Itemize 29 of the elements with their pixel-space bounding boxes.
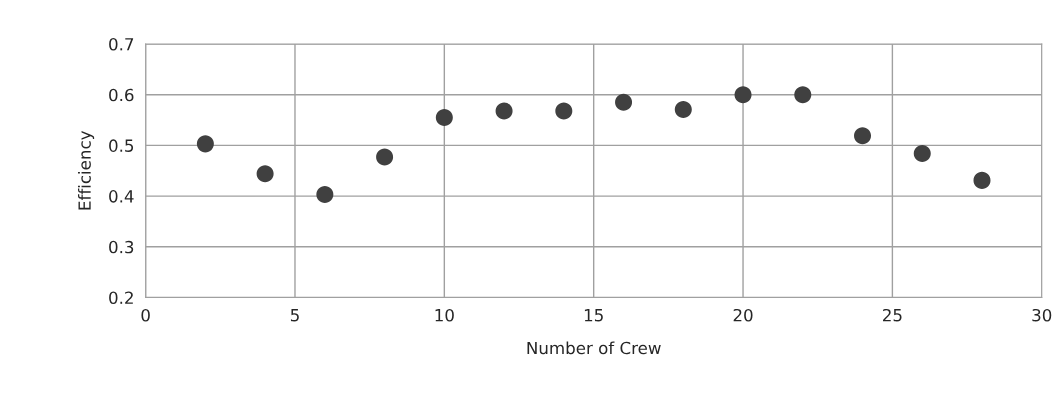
- point: [256, 165, 274, 183]
- point: [854, 127, 872, 145]
- point: [435, 109, 453, 127]
- point: [794, 86, 812, 104]
- point: [734, 86, 752, 104]
- y-axis-title: Efficiency: [78, 130, 95, 210]
- y-tick-label: 0.3: [109, 240, 134, 254]
- point: [495, 102, 513, 120]
- x-axis-title: Number of Crew: [527, 341, 661, 355]
- x-tick-label: 10: [435, 308, 454, 322]
- x-tick-label: 0: [141, 308, 150, 322]
- x-tick-label: 25: [883, 308, 902, 322]
- x-tick-label: 15: [584, 309, 603, 322]
- point: [555, 102, 573, 120]
- y-tick-label: 0.4: [109, 190, 134, 203]
- point: [376, 148, 394, 166]
- x-tick-label: 5: [290, 309, 299, 322]
- point: [196, 135, 214, 153]
- y-tick-label: 0.7: [109, 37, 134, 51]
- point: [913, 145, 931, 163]
- y-tick-label: 0.5: [109, 139, 134, 152]
- y-tick-label: 0.6: [109, 88, 134, 102]
- point: [316, 186, 334, 204]
- point: [674, 100, 692, 118]
- x-tick-label: 20: [733, 308, 753, 322]
- point: [973, 171, 991, 189]
- point: [615, 93, 633, 111]
- x-tick-label: 30: [1032, 308, 1052, 322]
- y-tick-label: 0.2: [109, 291, 133, 305]
